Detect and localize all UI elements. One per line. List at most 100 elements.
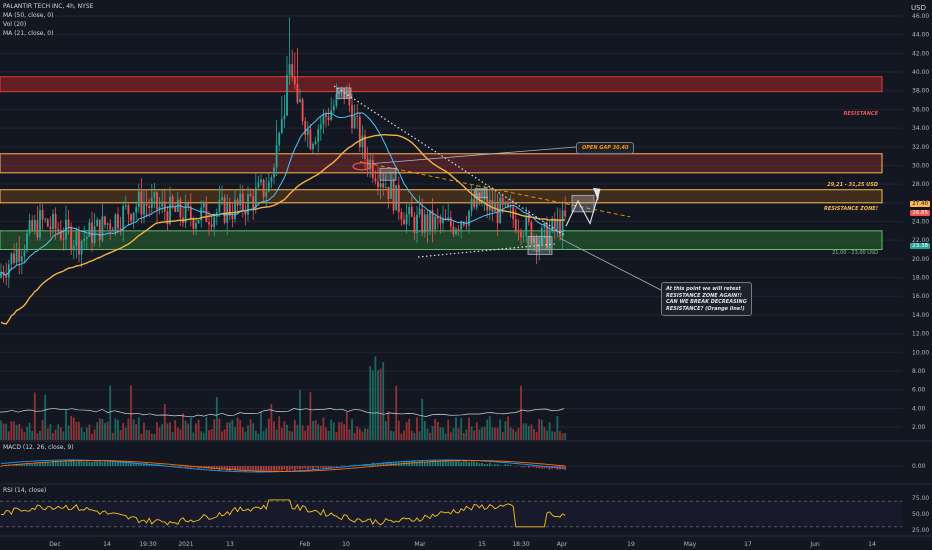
candle-body: [475, 193, 478, 208]
volume-bar: [239, 420, 242, 440]
macd-histogram-bar: [504, 464, 507, 466]
volume-bar: [18, 423, 21, 440]
highlight-box: [336, 87, 352, 99]
volume-bar: [101, 419, 104, 440]
candle-body: [548, 230, 551, 248]
volume-bar: [62, 431, 65, 440]
candle-body: [221, 197, 223, 200]
resistance-zone-label: RESISTANCE ZONE!: [824, 206, 878, 212]
candle-body: [319, 124, 322, 130]
candle-body: [491, 199, 494, 212]
ma21-legend: MA (21, close, 0): [3, 30, 54, 37]
candle-body: [140, 191, 143, 215]
macd-histogram-bar: [475, 462, 478, 466]
price-axis-label: 34.00: [912, 125, 929, 132]
macd-histogram-bar: [122, 461, 125, 466]
open-gap-marker: [352, 162, 372, 171]
volume-bar: [218, 418, 221, 440]
date-axis-label: 2021: [178, 541, 193, 548]
candle-body: [468, 211, 470, 226]
volume-bar: [88, 424, 91, 440]
candle-body: [111, 229, 114, 231]
candle-body: [195, 223, 197, 229]
macd-histogram-bar: [101, 462, 104, 466]
volume-bar: [189, 417, 192, 440]
macd-histogram-bar: [260, 466, 262, 472]
volume-bar: [205, 417, 208, 440]
candle-body: [280, 119, 283, 133]
volume-bar: [109, 385, 112, 440]
candle-body: [301, 99, 304, 121]
volume-bar: [223, 429, 226, 440]
highlight-box: [379, 167, 397, 181]
macd-histogram-bar: [325, 466, 327, 469]
candle-body: [265, 191, 268, 197]
macd-histogram-bar: [465, 461, 468, 466]
volume-bar: [153, 433, 156, 440]
volume-bar: [267, 418, 270, 440]
volume-bar: [10, 421, 13, 440]
macd-histogram-bar: [174, 466, 177, 467]
volume-bar: [431, 426, 434, 440]
volume-bar: [5, 423, 8, 440]
callout-line: CAN WE BREAK DECREASING: [666, 299, 747, 305]
volume-bar: [291, 431, 294, 440]
volume-bar: [351, 419, 353, 440]
volume-bar: [387, 411, 390, 440]
candle-body: [538, 243, 541, 252]
price-axis-label: 42.00: [912, 50, 929, 57]
candle-body: [67, 219, 70, 228]
upper-zone: [0, 153, 883, 174]
volume-bar: [548, 422, 551, 440]
volume-bar: [299, 389, 301, 440]
candle-body: [0, 271, 2, 278]
volume-bar: [371, 370, 374, 440]
volume-bar: [85, 427, 88, 440]
volume-bar: [561, 433, 564, 440]
candle-body: [5, 275, 8, 278]
volume-bar: [507, 416, 509, 440]
candle-body: [449, 217, 452, 227]
volume-bar: [377, 370, 379, 440]
volume-bar: [59, 427, 62, 440]
volume-bar: [28, 422, 31, 440]
candle-body: [52, 213, 54, 229]
volume-bar: [67, 425, 70, 440]
candle-body: [249, 193, 252, 196]
volume-bar: [522, 423, 525, 440]
macd-histogram-bar: [309, 466, 312, 469]
volume-bar: [348, 429, 351, 440]
volume-bar: [525, 423, 528, 440]
volume-bar: [143, 422, 145, 440]
volume-bar: [163, 404, 166, 440]
volume-bar: [215, 397, 218, 440]
candle-body: [145, 203, 148, 206]
candle-body: [132, 212, 135, 221]
macd-histogram-bar: [31, 463, 34, 466]
macd-histogram-bar: [499, 465, 502, 466]
macd-histogram-bar: [226, 466, 229, 471]
candle-body: [75, 231, 78, 246]
ma50-legend: MA (50, close, 0): [3, 12, 54, 19]
macd-histogram-bar: [265, 466, 268, 472]
candle-body: [429, 210, 431, 232]
date-axis-label: Feb: [300, 541, 311, 548]
macd-histogram-bar: [33, 462, 36, 466]
volume-bar: [98, 418, 101, 440]
candle-body: [299, 99, 301, 103]
macd-histogram-bar: [267, 466, 270, 472]
macd-histogram-bar: [208, 466, 210, 469]
candle-body: [96, 219, 99, 227]
rsi-legend: RSI (14, close): [3, 487, 47, 494]
volume-bar: [75, 421, 78, 440]
volume-bar: [254, 430, 257, 440]
volume-bar: [426, 428, 429, 440]
candle-body: [397, 185, 400, 213]
volume-bar: [241, 427, 244, 440]
candle-body: [210, 224, 213, 227]
volume-bar: [452, 428, 455, 440]
macd-histogram-bar: [330, 466, 333, 469]
retest-callout: At this point we will retest RESISTANCE …: [661, 282, 752, 316]
volume-bar: [221, 431, 223, 440]
